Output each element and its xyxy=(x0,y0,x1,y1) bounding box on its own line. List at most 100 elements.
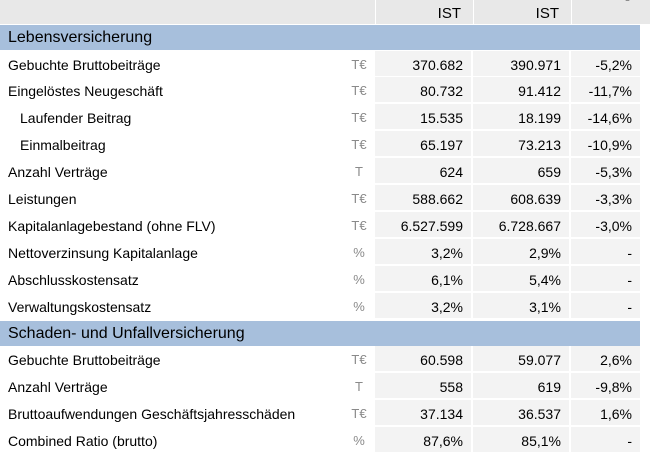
row-label: Kapitalanlagebestand (ohne FLV) xyxy=(8,217,216,234)
value-change: -10,9% xyxy=(587,137,632,154)
value-change-cell: -14,6% xyxy=(571,104,640,131)
value-previous: 608.639 xyxy=(510,191,561,207)
value-previous: 59.077 xyxy=(518,352,561,368)
value-change-cell: -5,2% xyxy=(571,50,640,77)
value-previous-cell: 59.077 xyxy=(473,346,569,372)
section-header: Lebensversicherung xyxy=(0,25,640,50)
row-label: Eingelöstes Neugeschäft xyxy=(8,83,163,100)
value-previous: 36.537 xyxy=(518,405,561,422)
value-change: -3,3% xyxy=(595,191,632,207)
value-previous: 18.199 xyxy=(518,110,561,127)
section-header: Schaden- und Unfallversicherung xyxy=(0,320,640,346)
table-row: Leistungen T€ 588.662 608.639 -3,3% xyxy=(0,185,650,211)
table-row: Abschlusskostensatz% 6,1% 5,4% - xyxy=(0,265,650,292)
value-current-cell: 15.535 xyxy=(375,104,471,131)
value-change: - xyxy=(627,432,632,449)
value-current-cell: 60.598 xyxy=(375,346,471,372)
value-current: 558 xyxy=(439,378,463,395)
row-label: Gebuchte Bruttobeiträge xyxy=(8,352,161,368)
value-previous-cell: 5,4% xyxy=(473,265,569,292)
value-change-cell: - xyxy=(571,265,640,292)
value-change: -11,7% xyxy=(588,83,632,100)
value-previous-cell: 608.639 xyxy=(473,185,569,211)
table-row: Eingelöstes Neugeschäft T€ 80.732 91.412 -11… xyxy=(0,77,650,104)
table-row: Anzahl Verträge T 558 619 -9,8% xyxy=(0,372,650,399)
row-unit: T€ xyxy=(351,405,367,421)
value-previous-cell: 18.199 xyxy=(473,104,569,131)
value-previous-cell: 85,1% xyxy=(473,426,569,453)
row-label: Gebuchte Bruttobeiträge xyxy=(8,56,161,73)
table-row: Nettoverzinsung Kapitalanlage% 3,2% 2,9% - xyxy=(0,238,650,265)
section-title: Schaden- und Unfallversicherung xyxy=(8,324,245,342)
value-previous: 73.213 xyxy=(518,137,561,154)
value-current: 60.598 xyxy=(420,352,463,368)
header-col-1: IST xyxy=(375,0,473,24)
value-change: -5,3% xyxy=(595,164,632,181)
row-unit: % xyxy=(353,244,365,260)
value-change-cell: -3,0% xyxy=(571,211,640,238)
row-label: Abschlusskostensatz xyxy=(8,271,139,288)
value-change: -9,8% xyxy=(595,378,632,395)
table-row: Einmalbeitrag T€ 65.197 73.213 -10,9% xyxy=(0,131,650,158)
table-row: Bruttoaufwendungen Geschäftsjahresschäde… xyxy=(0,399,650,426)
value-current: 15.535 xyxy=(420,110,463,127)
row-label: Nettoverzinsung Kapitalanlage xyxy=(8,244,198,261)
value-change: 2,6% xyxy=(600,352,632,368)
value-change: -5,2% xyxy=(595,56,632,73)
value-current: 37.134 xyxy=(420,405,463,422)
row-label: Einmalbeitrag xyxy=(20,137,106,154)
value-current: 6,1% xyxy=(431,271,463,288)
value-change-cell: 1,6% xyxy=(571,399,640,426)
value-current: 3,2% xyxy=(431,298,463,315)
table-header: IST IST - xyxy=(0,0,650,24)
value-previous-cell: 2,9% xyxy=(473,238,569,265)
value-change-cell: - xyxy=(571,426,640,453)
table-row: Kapitalanlagebestand (ohne FLV) T€ 6.527.5… xyxy=(0,211,650,238)
table-row: Anzahl Verträge T 624 659 -5,3% xyxy=(0,158,650,185)
table-row: Gebuchte Bruttobeiträge T€ 60.598 59.077 2,6… xyxy=(0,346,650,372)
value-previous: 5,4% xyxy=(529,271,561,288)
value-change: - xyxy=(627,298,632,315)
value-current-cell: 6,1% xyxy=(375,265,471,292)
row-label: Bruttoaufwendungen Geschäftsjahresschäde… xyxy=(8,405,296,422)
row-label: Laufender Beitrag xyxy=(20,110,132,127)
row-unit: T€ xyxy=(351,191,367,206)
row-unit: T xyxy=(355,378,363,394)
value-change: - xyxy=(627,271,632,288)
value-current: 6.527.599 xyxy=(400,217,463,234)
value-previous: 659 xyxy=(537,164,561,181)
row-unit: T€ xyxy=(351,110,367,126)
row-label: Anzahl Verträge xyxy=(8,164,108,181)
header-col-3: - xyxy=(571,0,642,24)
value-current-cell: 624 xyxy=(375,158,471,185)
table-row: Combined Ratio (brutto)% 87,6% 85,1% - xyxy=(0,426,650,453)
row-label: Verwaltungskostensatz xyxy=(8,298,152,315)
table-row: Gebuchte Bruttobeiträge T€ 370.682 390.971 -… xyxy=(0,50,650,77)
table-row: Laufender Beitrag T€ 15.535 18.199 -14,6% xyxy=(0,104,650,131)
value-current-cell: 588.662 xyxy=(375,185,471,211)
value-previous: 6.728.667 xyxy=(498,217,561,234)
value-previous: 2,9% xyxy=(529,244,561,261)
value-previous-cell: 619 xyxy=(473,372,569,399)
row-unit: T€ xyxy=(351,217,367,233)
value-current: 588.662 xyxy=(412,191,463,207)
value-change-cell: -10,9% xyxy=(571,131,640,158)
value-current-cell: 87,6% xyxy=(375,426,471,453)
value-current-cell: 80.732 xyxy=(375,77,471,104)
value-previous: 619 xyxy=(537,378,561,395)
value-previous-cell: 6.728.667 xyxy=(473,211,569,238)
header-col-2: IST xyxy=(473,0,571,24)
value-change-cell: - xyxy=(571,238,640,265)
value-current: 65.197 xyxy=(420,137,463,154)
header-col-3-label: - xyxy=(625,0,630,8)
header-col-1-label: IST xyxy=(437,5,461,22)
value-previous: 3,1% xyxy=(529,298,561,315)
section-title: Lebensversicherung xyxy=(8,29,153,46)
value-change: -3,0% xyxy=(595,217,632,234)
value-change-cell: -3,3% xyxy=(571,185,640,211)
value-change-cell: - xyxy=(571,292,640,319)
row-unit: % xyxy=(353,271,365,287)
value-current-cell: 65.197 xyxy=(375,131,471,158)
value-current-cell: 370.682 xyxy=(375,50,471,77)
value-change-cell: -9,8% xyxy=(571,372,640,399)
